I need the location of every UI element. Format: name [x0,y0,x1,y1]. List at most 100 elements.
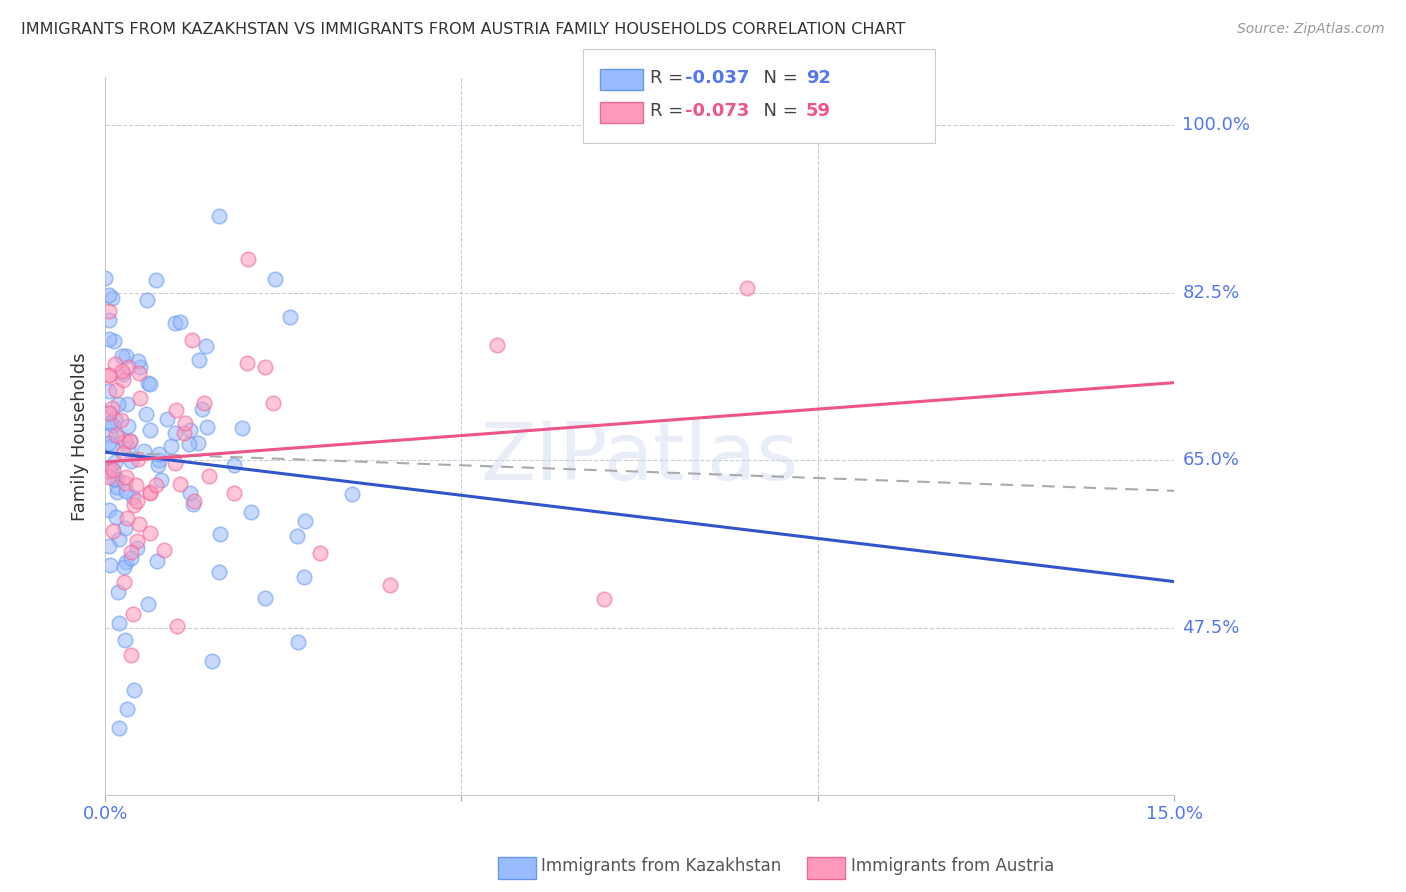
Point [139,486,162,500]
Point [193,396,215,410]
Text: ZIPatlas: ZIPatlas [481,418,799,497]
Point [263,272,285,286]
Point [169,314,191,328]
Point [105,472,128,486]
Point [103,463,125,477]
Point [380,577,402,591]
Point [128,392,150,406]
Point [115,349,138,363]
Point [107,429,129,443]
Point [97,464,120,478]
Point [104,383,127,397]
Point [112,367,135,381]
Point [309,545,332,559]
Point [103,334,125,349]
Point [208,526,231,541]
Point [97,406,120,420]
Text: N =: N = [752,103,804,120]
Point [104,455,127,469]
Point [136,597,159,611]
Point [139,423,162,437]
Point [97,503,120,517]
Point [593,591,616,606]
Point [115,484,138,499]
Point [486,338,509,352]
Point [136,376,159,391]
Point [127,541,149,555]
Point [146,554,169,568]
Point [101,439,124,453]
Point [105,428,128,442]
Point [108,615,131,630]
Point [117,419,139,434]
Point [128,366,150,380]
Point [294,514,316,528]
Point [104,510,127,524]
Point [101,418,124,433]
Point [101,524,124,538]
Point [183,494,205,508]
Text: IMMIGRANTS FROM KAZAKHSTAN VS IMMIGRANTS FROM AUSTRIA FAMILY HOUSEHOLDS CORRELAT: IMMIGRANTS FROM KAZAKHSTAN VS IMMIGRANTS… [21,22,905,37]
Point [165,426,187,441]
Point [165,317,187,331]
Point [97,312,120,326]
Point [107,584,129,599]
Point [292,570,315,584]
Point [262,396,284,410]
Point [105,485,128,500]
Point [97,539,120,553]
Point [115,397,138,411]
Point [103,472,125,486]
Point [112,373,135,387]
Point [145,478,167,492]
Point [97,436,120,450]
Point [735,281,758,295]
Point [111,446,134,460]
Point [114,434,136,448]
Text: Immigrants from Austria: Immigrants from Austria [851,857,1054,875]
Point [105,479,128,493]
Point [181,497,204,511]
Point [98,416,121,430]
Point [97,304,120,318]
Point [114,521,136,535]
Point [97,384,120,398]
Point [107,397,129,411]
Point [287,635,309,649]
Point [111,349,134,363]
Point [173,425,195,440]
Point [98,428,121,442]
Point [148,453,170,467]
Point [101,291,124,305]
Point [197,468,219,483]
Point [207,565,229,579]
Point [117,442,139,456]
Point [166,619,188,633]
Point [187,435,209,450]
Point [112,575,135,590]
Point [114,476,136,491]
Point [114,632,136,647]
Text: R =: R = [650,103,689,120]
Point [190,402,212,417]
Point [98,332,121,346]
Point [115,702,138,716]
Point [111,364,134,378]
Point [342,487,364,501]
Point [139,376,162,391]
Point [120,551,142,566]
Point [129,359,152,374]
Point [104,411,127,425]
Point [97,288,120,302]
Point [124,498,146,512]
Point [201,654,224,668]
Text: -0.073: -0.073 [685,103,749,120]
Point [188,352,211,367]
Text: N =: N = [752,70,804,87]
Point [173,416,195,430]
Point [100,460,122,475]
Point [94,271,117,285]
Point [108,721,131,735]
Point [125,494,148,508]
Point [239,505,262,519]
